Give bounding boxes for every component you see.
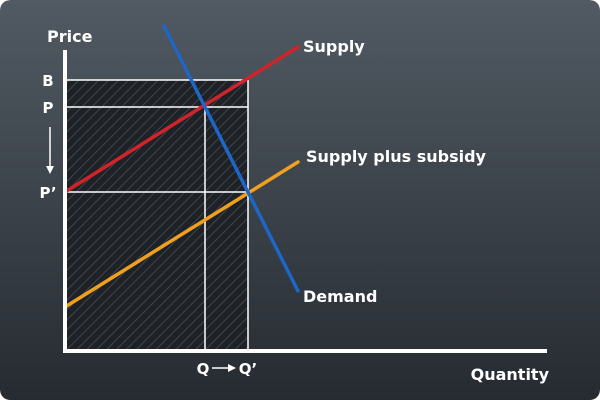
guide-lines [65, 79, 249, 351]
demand-label: Demand [303, 287, 377, 306]
price-label-p: P [43, 99, 54, 117]
demand-curve [162, 24, 300, 293]
supply-plus-subsidy-curve [63, 160, 300, 309]
quantity-label-q-prime: Q’ [239, 360, 257, 378]
supply-plus-subsidy-label: Supply plus subsidy [306, 147, 487, 166]
supply-label: Supply [303, 37, 365, 56]
subsidy-cost-area [65, 80, 248, 351]
price-label-b: B [42, 72, 53, 90]
y-axis-title: Price [47, 27, 93, 46]
x-axis-title: Quantity [471, 365, 550, 384]
axes [63, 50, 547, 353]
supply-curve [63, 45, 300, 194]
quantity-label-q: Q [197, 360, 210, 378]
price-label-p-prime: P’ [39, 184, 56, 202]
